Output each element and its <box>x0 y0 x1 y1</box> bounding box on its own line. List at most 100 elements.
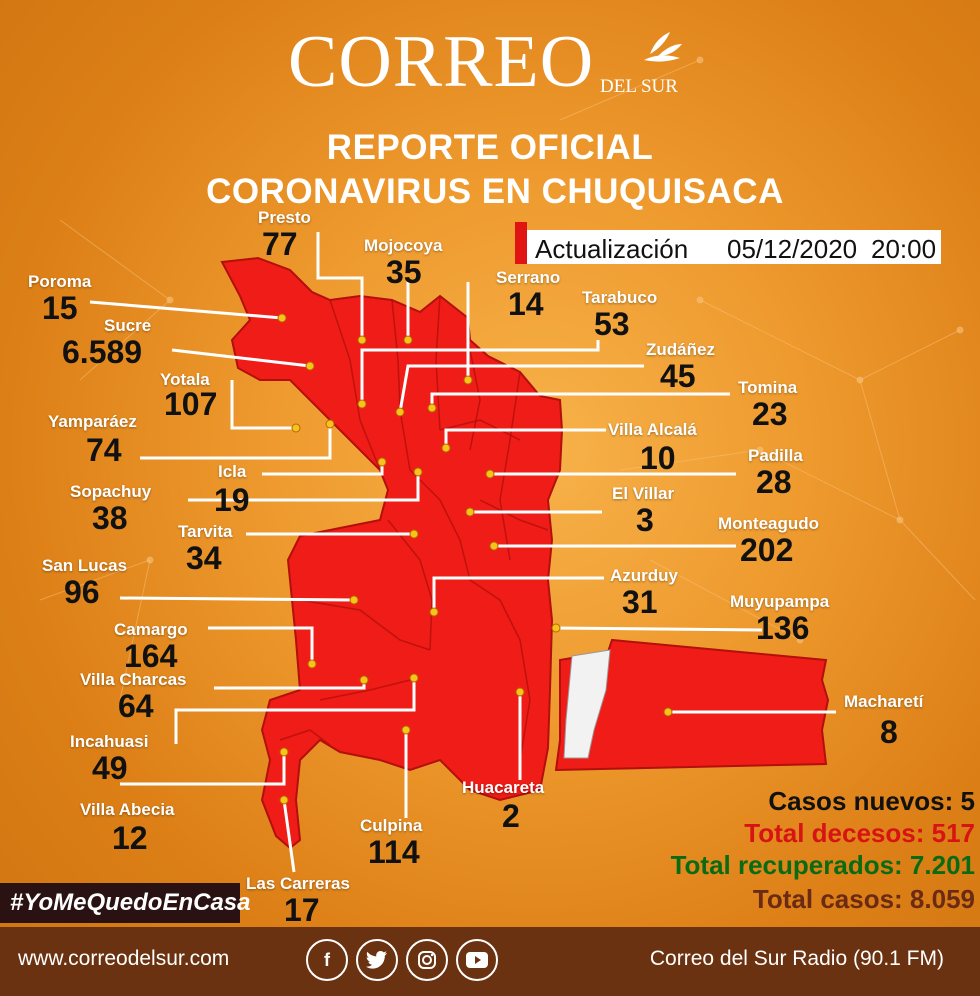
label-culpina: Culpina <box>360 816 423 835</box>
correo-del-sur-logo: CORREO DEL SUR <box>288 22 708 102</box>
report-subtitle: CORONAVIRUS EN CHUQUISACA <box>206 172 784 211</box>
value-san-lucas: 96 <box>64 574 100 610</box>
leader-icla <box>262 462 384 476</box>
leader-zudañez <box>398 364 644 413</box>
value-las-carreras: 17 <box>284 892 320 928</box>
update-marker <box>515 222 527 264</box>
label-zudanez: Zudáñez <box>646 340 715 359</box>
macharetí-region <box>554 638 830 772</box>
value-mojocoya: 35 <box>386 254 422 290</box>
value-machareti: 8 <box>880 714 898 750</box>
label-yamparaez: Yamparáez <box>48 412 137 431</box>
leader-camargo <box>208 626 314 664</box>
label-azurduy: Azurduy <box>610 566 678 585</box>
value-zudanez: 45 <box>660 358 696 394</box>
value-poroma: 15 <box>42 290 78 326</box>
youtube-icon[interactable] <box>456 939 498 981</box>
total-deaths: Total decesos: 517 <box>744 818 975 848</box>
hashtag: #YoMeQuedoEnCasa <box>0 883 251 923</box>
label-camargo: Camargo <box>114 620 188 639</box>
leader-yamparaez <box>140 424 332 460</box>
leader-sopachuy <box>188 472 420 502</box>
value-tarvita: 34 <box>186 540 222 576</box>
value-el-villar: 3 <box>636 502 654 538</box>
update-banner: Actualización 05/12/2020 20:00 <box>515 222 941 264</box>
leaf-icon <box>644 32 682 62</box>
label-tarabuco: Tarabuco <box>582 288 658 307</box>
value-villa-alcala: 10 <box>640 440 676 476</box>
website-link[interactable]: www.correodelsur.com <box>18 947 230 970</box>
label-las-carreras: Las Carreras <box>246 874 350 893</box>
value-serrano: 14 <box>508 286 544 322</box>
enclave <box>563 649 611 759</box>
label-sucre: Sucre <box>104 316 152 335</box>
value-camargo: 164 <box>124 638 178 674</box>
leader-azurduy <box>432 576 604 612</box>
leader-villa-abecia <box>120 752 286 786</box>
value-icla: 19 <box>214 482 250 518</box>
label-villa-abecia: Villa Abecia <box>80 800 175 819</box>
update-date: 05/12/2020 <box>727 234 858 264</box>
label-tomina: Tomina <box>738 378 798 397</box>
value-villa-abecia: 12 <box>112 820 148 856</box>
value-presto: 77 <box>262 226 298 262</box>
label-machareti: Macharetí <box>844 692 924 711</box>
label-yotala: Yotala <box>160 370 210 389</box>
label-incahuasi: Incahuasi <box>70 732 149 751</box>
label-presto: Presto <box>258 208 311 227</box>
value-sucre: 6.589 <box>62 334 143 370</box>
logo-wordmark: CORREO <box>288 21 595 103</box>
value-incahuasi: 49 <box>92 750 128 786</box>
leader-villa-alcala <box>444 428 606 448</box>
value-monteagudo: 202 <box>740 532 794 568</box>
label-villa-charcas: Villa Charcas <box>80 670 187 689</box>
report-title: REPORTE OFICIAL <box>326 128 654 167</box>
total-cases: Total casos: 8.059 <box>752 884 975 914</box>
leader-muyupampa <box>555 626 763 632</box>
update-label: Actualización <box>535 234 689 264</box>
label-mojocoya: Mojocoya <box>364 236 443 255</box>
value-padilla: 28 <box>756 464 792 500</box>
value-huacareta: 2 <box>502 798 520 834</box>
label-icla: Icla <box>218 462 247 481</box>
instagram-icon[interactable] <box>406 939 448 981</box>
value-tarabuco: 53 <box>594 306 630 342</box>
label-san-lucas: San Lucas <box>42 556 128 575</box>
radio-info: Correo del Sur Radio (90.1 FM) <box>649 947 944 970</box>
value-culpina: 114 <box>368 834 420 870</box>
logo-subtext: DEL SUR <box>600 76 678 97</box>
value-villa-charcas: 64 <box>118 688 154 724</box>
leader-las-carreras <box>282 799 296 873</box>
twitter-icon[interactable] <box>356 939 398 981</box>
label-monteagudo: Monteagudo <box>718 514 820 533</box>
label-villa-alcala: Villa Alcalá <box>608 420 697 439</box>
facebook-icon[interactable]: f <box>306 939 348 981</box>
label-huacareta: Huacareta <box>462 778 545 797</box>
label-sopachuy: Sopachuy <box>70 482 152 501</box>
label-muyupampa: Muyupampa <box>730 592 830 611</box>
leader-yotala <box>230 380 296 430</box>
update-time: 20:00 <box>871 234 937 264</box>
leader-villa-charcas <box>214 680 366 690</box>
value-tomina: 23 <box>752 396 788 432</box>
value-yamparaez: 74 <box>86 432 122 468</box>
leader-poroma <box>89 300 283 320</box>
label-el-villar: El Villar <box>612 484 675 503</box>
leader-san-lucas <box>119 596 355 602</box>
value-azurduy: 31 <box>622 584 658 620</box>
leader-sucre <box>171 348 311 368</box>
value-sopachuy: 38 <box>92 500 128 536</box>
total-recovered: Total recuperados: 7.201 <box>670 850 975 880</box>
new-cases: Casos nuevos: 5 <box>768 786 975 816</box>
value-yotala: 107 <box>164 386 218 422</box>
label-padilla: Padilla <box>748 446 803 465</box>
label-serrano: Serrano <box>496 268 561 287</box>
footer-bar: www.correodelsur.com f Correo del Sur Ra… <box>0 927 980 996</box>
value-muyupampa: 136 <box>756 610 810 646</box>
leader-incahuasi <box>174 678 416 744</box>
leader-tomina <box>430 392 730 408</box>
